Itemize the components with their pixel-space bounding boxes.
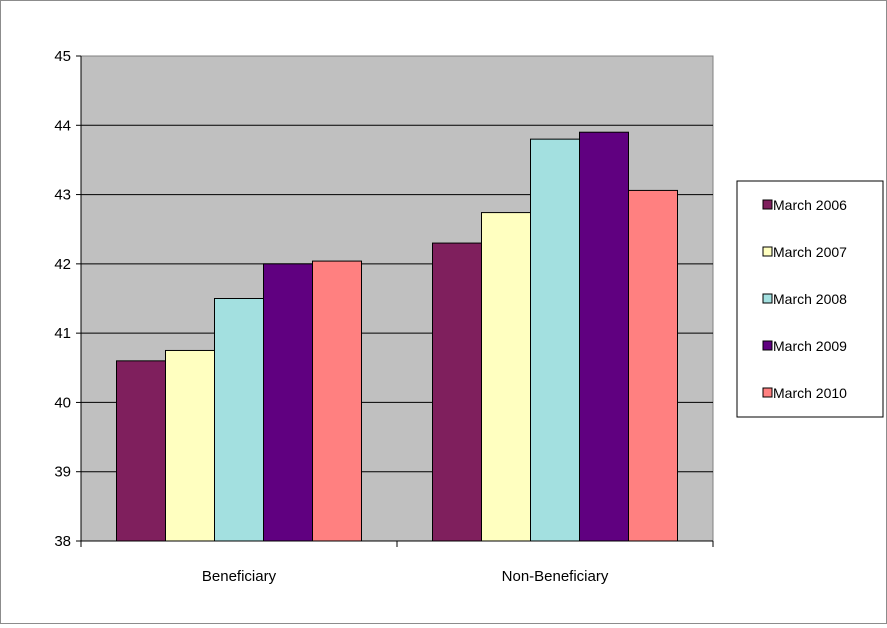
bar <box>628 189 678 542</box>
y-tick-label: 43 <box>54 187 71 204</box>
legend-swatch <box>762 199 773 210</box>
legend-label: March 2008 <box>773 291 847 307</box>
legend-swatch <box>762 340 773 351</box>
x-tick-label: Beneficiary <box>202 568 277 585</box>
bar <box>530 138 580 542</box>
bar <box>312 260 362 542</box>
y-tick-label: 38 <box>54 533 71 550</box>
bar <box>214 298 264 542</box>
legend-swatch <box>762 387 773 398</box>
legend-label: March 2010 <box>773 385 847 401</box>
bars <box>116 131 678 542</box>
bar <box>263 263 313 542</box>
legend-label: March 2006 <box>773 197 847 213</box>
bar <box>481 212 531 542</box>
legend-swatch <box>762 246 773 257</box>
legend-label: March 2009 <box>773 338 847 354</box>
y-axis: 38 39 40 41 42 43 44 45 <box>54 48 82 550</box>
legend: March 2006 March 2007 March 2008 March 2009… <box>736 180 884 418</box>
legend-label: March 2007 <box>773 244 847 260</box>
legend-box <box>736 180 884 418</box>
x-axis: Beneficiary Non-Beneficiary <box>80 540 714 585</box>
y-tick-label: 40 <box>54 394 71 411</box>
y-tick-label: 45 <box>54 48 71 65</box>
bar <box>116 360 166 542</box>
y-tick-label: 41 <box>54 325 71 342</box>
x-tick-label: Non-Beneficiary <box>502 568 609 585</box>
bar <box>432 242 482 542</box>
y-tick-label: 42 <box>54 256 71 273</box>
bar <box>579 131 629 542</box>
y-tick-label: 44 <box>54 117 71 134</box>
legend-swatch <box>762 293 773 304</box>
bar <box>165 349 215 542</box>
y-tick-label: 39 <box>54 464 71 481</box>
